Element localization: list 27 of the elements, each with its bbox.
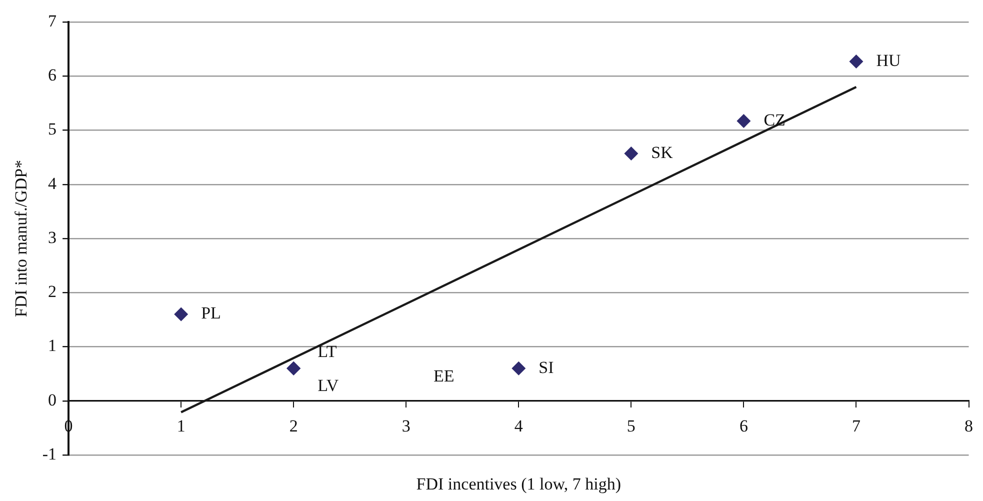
data-label: LT: [318, 342, 338, 361]
y-tick-label: 4: [48, 174, 58, 193]
y-axis-title: FDI into manuf./GDP*: [12, 160, 31, 318]
y-tick-label: -1: [42, 444, 57, 464]
annotation: EE: [434, 366, 454, 386]
x-tick-label: 8: [964, 416, 973, 436]
data-label: SI: [538, 358, 554, 377]
y-tick-label: 3: [48, 228, 57, 247]
y-tick-label: 1: [48, 336, 57, 356]
x-tick-label: 1: [176, 416, 186, 436]
x-tick-label: 7: [852, 416, 861, 436]
data-label: SK: [651, 142, 674, 162]
x-axis-title: FDI incentives (1 low, 7 high): [416, 474, 622, 494]
x-tick-label: 4: [514, 416, 524, 436]
data-label: PL: [201, 304, 221, 323]
y-tick-label: 2: [48, 282, 57, 302]
x-tick-label: 3: [402, 416, 410, 436]
x-tick-label: 2: [289, 416, 298, 436]
data-label: CZ: [764, 110, 786, 130]
y-tick-label: 5: [48, 120, 57, 139]
data-label: LV: [318, 376, 340, 395]
y-tick-label: 0: [48, 390, 57, 410]
data-label: HU: [876, 50, 901, 70]
y-tick-label: 6: [48, 66, 57, 85]
x-tick-label: 5: [626, 416, 636, 436]
x-tick-label: 6: [739, 416, 748, 436]
y-tick-label: 7: [48, 11, 58, 30]
